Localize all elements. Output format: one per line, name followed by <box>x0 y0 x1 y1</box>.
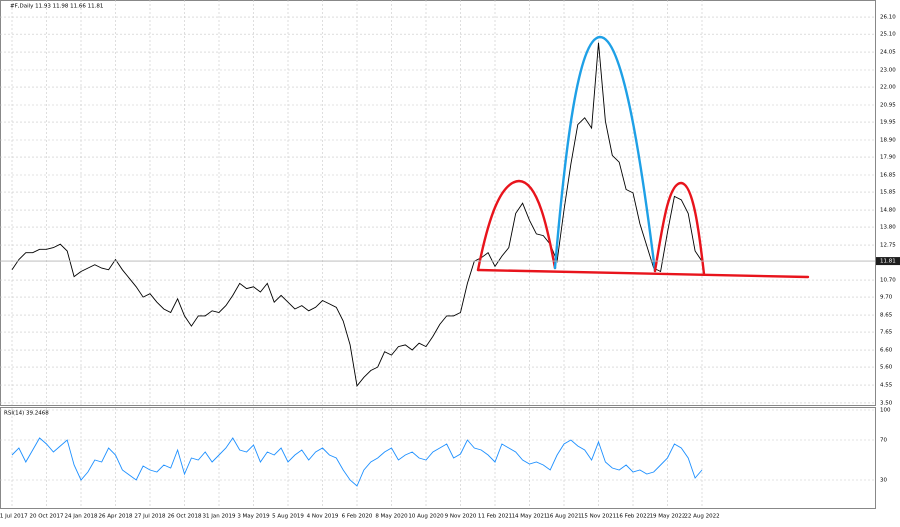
y-tick-label: 4.55 <box>880 383 893 389</box>
x-tick-label: 14 May 2021 <box>512 514 548 520</box>
x-tick-label: 22 Aug 2022 <box>684 514 719 520</box>
head <box>553 35 657 273</box>
neckline <box>476 268 810 279</box>
pattern-drawing <box>476 35 810 279</box>
left-shoulder <box>476 179 557 272</box>
x-tick-label: 3 May 2019 <box>237 514 270 520</box>
x-tick-label: 19 May 2022 <box>650 514 686 520</box>
y-tick-label: 19.95 <box>880 120 896 126</box>
y-tick-label: 20.95 <box>880 103 896 109</box>
x-tick-label: 26 Apr 2018 <box>98 514 133 520</box>
y-tick-label: 15.85 <box>880 190 896 196</box>
x-tick-label: 20 Oct 2017 <box>29 514 64 520</box>
x-tick-label: 5 Aug 2019 <box>272 514 304 520</box>
x-tick-label: 10 Aug 2020 <box>408 514 444 520</box>
rsi-title: RSI(14) 39.2468 <box>4 411 49 417</box>
last-price-tag <box>876 257 900 266</box>
x-tick-label: 27 Jul 2018 <box>134 514 166 520</box>
y-tick-label: 26.10 <box>880 15 896 21</box>
x-tick-label: 16 Aug 2021 <box>546 514 581 520</box>
y-tick-label: 6.60 <box>880 348 893 354</box>
y-tick-label: 24.05 <box>880 50 896 56</box>
x-tick-label: 24 Jan 2018 <box>65 514 98 520</box>
y-tick-label: 17.90 <box>880 155 896 161</box>
y-tick-label: 10.70 <box>880 278 896 284</box>
y-tick-label: 7.65 <box>880 330 893 336</box>
x-tick-label: 16 Feb 2022 <box>616 514 650 520</box>
chart-title: #F,Daily 11.93 11.98 11.66 11.81 <box>10 4 103 10</box>
last-price-label: 11.81 <box>880 259 896 265</box>
x-tick-label: 31 Jan 2019 <box>203 514 236 520</box>
grid-layer <box>0 0 875 508</box>
x-tick-label: 9 Nov 2020 <box>445 514 477 520</box>
x-tick-label: 21 Jul 2017 <box>0 514 28 520</box>
y-tick-label: 14.80 <box>880 208 896 214</box>
rsi-panel <box>0 407 876 509</box>
y-tick-label: 18.90 <box>880 138 896 144</box>
series-line <box>11 437 703 487</box>
price-panel <box>0 0 876 406</box>
y-tick-label: 8.65 <box>880 313 893 319</box>
y-tick-label: 5.60 <box>880 365 893 371</box>
x-tick-label: 11 Feb 2021 <box>478 514 512 520</box>
y-tick-label: 13.80 <box>880 225 896 231</box>
y-tick-label: 70 <box>880 438 887 444</box>
y-tick-label: 22.00 <box>880 85 896 91</box>
x-tick-label: 4 Nov 2019 <box>307 514 339 520</box>
y-tick-label: 25.10 <box>880 32 896 38</box>
y-tick-label: 23.00 <box>880 68 896 74</box>
y-tick-label: 100 <box>880 408 891 414</box>
y-tick-label: 12.75 <box>880 243 896 249</box>
series-line <box>11 42 703 387</box>
y-tick-label: 30 <box>880 478 887 484</box>
x-tick-label: 15 Nov 2021 <box>581 514 616 520</box>
x-tick-label: 8 May 2020 <box>375 514 408 520</box>
y-tick-label: 3.50 <box>880 400 893 406</box>
y-tick-label: 9.70 <box>880 295 893 301</box>
y-tick-label: 16.85 <box>880 173 896 179</box>
mark-layer <box>11 42 703 487</box>
x-tick-label: 6 Feb 2020 <box>342 514 373 520</box>
x-tick-label: 26 Oct 2018 <box>167 514 202 520</box>
right-shoulder <box>653 181 706 276</box>
